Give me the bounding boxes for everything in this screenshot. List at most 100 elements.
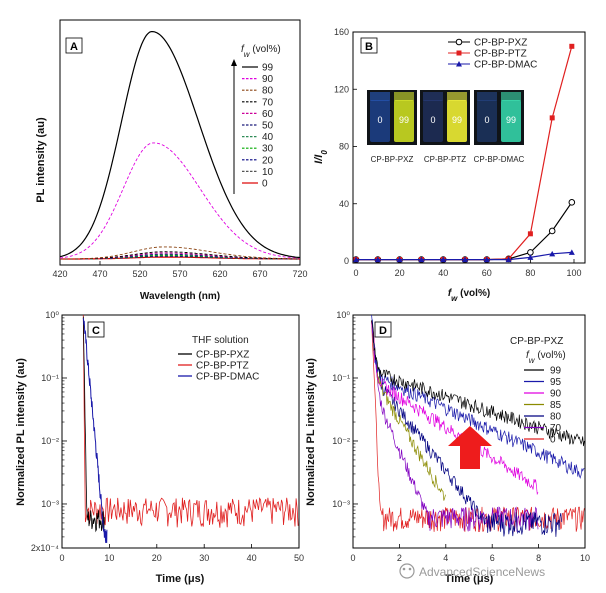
watermark: AdvancedScienceNews xyxy=(399,563,545,579)
panel-b-inset-label-left: 0 xyxy=(377,115,382,125)
panel-a-legend-item: 40 xyxy=(262,132,274,143)
panel-b-y-tick-label: 160 xyxy=(334,27,349,37)
panel-d-x-tick-label: 8 xyxy=(536,553,541,563)
panel-b-point-CP-BP-DMAC xyxy=(440,256,447,263)
panel-a-legend-item: 60 xyxy=(262,109,274,120)
panel-a-legend-item: 30 xyxy=(262,144,274,155)
y-tick-label: 10⁻¹ xyxy=(332,373,350,383)
y-tick-label: 10⁻² xyxy=(41,436,59,446)
panel-b-line-CP-BP-PTZ xyxy=(356,46,573,261)
panel-b-point-CP-BP-PXZ xyxy=(568,199,576,206)
panel-c-legend-item: CP-BP-DMAC xyxy=(196,372,259,383)
panel-c-x-tick-label: 50 xyxy=(294,553,304,563)
panel-d-legend-subtitle: fw (vol%) xyxy=(526,350,566,365)
panel-a-x-ticks: 420 470 520 570 620 670 720 xyxy=(52,261,308,279)
panel-b-x-tick-label: 0 xyxy=(353,268,358,278)
panel-d-x-tick-label: 6 xyxy=(490,553,495,563)
panel-a-y-label: PL intensity (au) xyxy=(35,117,47,203)
panel-d-legend-item: 70 xyxy=(550,423,562,434)
panel-d-trace-90 xyxy=(371,321,539,496)
y-tick-label: 10⁻³ xyxy=(41,499,59,509)
panel-b-y-tick-label: 40 xyxy=(339,199,349,209)
y-tick-label: 10⁰ xyxy=(336,310,350,320)
panel-a-series-90 xyxy=(59,142,301,259)
panel-a-legend-item: 20 xyxy=(262,155,274,166)
panel-d-x-tick-label: 10 xyxy=(580,553,590,563)
panel-a-x-tick-label: 520 xyxy=(132,269,147,279)
panel-b-line-CP-BP-PXZ xyxy=(356,201,573,261)
panel-b-point-CP-BP-DMAC xyxy=(353,256,359,263)
panel-b-x-label: fw (vol%) xyxy=(448,288,490,303)
panel-d-legend-title: CP-BP-PXZ xyxy=(510,336,563,347)
panel-a: A PL intensity (au) Wavelength (nm) 420 4… xyxy=(35,19,308,302)
panel-b-x-tick-label: 100 xyxy=(566,268,581,278)
y-tick-label: 2x10⁻⁴ xyxy=(31,543,59,553)
panel-b-plot-frame xyxy=(352,31,586,264)
panel-d-x-tick-label: 4 xyxy=(443,553,448,563)
panel-d-letter: D xyxy=(379,325,387,337)
panel-b-inset-caption: CP-BP-PTZ xyxy=(424,155,466,164)
panel-b-point-CP-BP-DMAC xyxy=(462,256,468,263)
panel-b-point-CP-BP-DMAC xyxy=(568,249,575,255)
panel-c-x-label: Time (μs) xyxy=(156,573,205,585)
panel-c-x-tick-label: 30 xyxy=(199,553,209,563)
panel-c-x-tick-label: 0 xyxy=(59,553,64,563)
panel-c-trace-CP-BP-PXZ xyxy=(82,316,105,533)
panel-b-inset-caption: CP-BP-PXZ xyxy=(371,155,414,164)
panel-b-point-CP-BP-PTZ xyxy=(527,231,533,237)
panel-b-x-tick-label: 40 xyxy=(438,268,448,278)
panel-d-trace-99 xyxy=(371,320,585,447)
panel-c-legend-item: CP-BP-PXZ xyxy=(196,350,249,361)
panel-d-legend-item: 90 xyxy=(550,389,562,400)
panel-d-legend-item: 80 xyxy=(550,412,562,423)
panel-b-point-CP-BP-PTZ xyxy=(549,115,555,121)
panel-b-y-label: I/I0 xyxy=(313,150,329,164)
panel-a-legend-item: 70 xyxy=(262,97,274,108)
panel-b-point-CP-BP-PTZ xyxy=(569,43,575,49)
panel-c-x-tick-label: 10 xyxy=(104,553,114,563)
panel-d-legend-item: 95 xyxy=(550,377,562,388)
panel-a-series-99 xyxy=(59,31,301,259)
panel-b-x-tick-label: 80 xyxy=(525,268,535,278)
panel-c-legend-item: CP-BP-PTZ xyxy=(196,361,249,372)
panel-a-series-80 xyxy=(60,246,300,260)
watermark-text: AdvancedScienceNews xyxy=(419,565,545,579)
panel-a-x-tick-label: 570 xyxy=(172,269,187,279)
panel-d-legend-item: 0 xyxy=(550,435,556,446)
panel-a-curves xyxy=(59,31,301,260)
panel-a-legend-item: 90 xyxy=(262,74,274,85)
panel-a-x-tick-label: 420 xyxy=(52,269,67,279)
panel-b-legend-item: CP-BP-PXZ xyxy=(474,38,527,49)
panel-a-legend-item: 0 xyxy=(262,179,268,190)
up-arrow-icon xyxy=(448,426,492,469)
panel-d-x-tick-label: 2 xyxy=(397,553,402,563)
panel-b-x-tick-label: 60 xyxy=(482,268,492,278)
panel-b-x-tick-label: 20 xyxy=(395,268,405,278)
panel-b-series xyxy=(352,43,576,263)
panel-a-x-tick-label: 720 xyxy=(292,269,307,279)
panel-b-point-CP-BP-DMAC xyxy=(483,256,490,263)
panel-c-plot-frame xyxy=(61,314,300,549)
panel-b-inset-label-right: 99 xyxy=(506,115,516,125)
panel-d-traces xyxy=(371,314,585,537)
panel-b-point-CP-BP-DMAC xyxy=(527,254,534,260)
panel-c-y-label: Normalized PL intensity (au) xyxy=(15,358,27,506)
panel-b-inset-label-right: 99 xyxy=(452,115,462,125)
panel-a-letter: A xyxy=(70,41,78,53)
panel-b-inset-caption: CP-BP-DMAC xyxy=(474,155,525,164)
panel-b-point-CP-BP-PXZ xyxy=(527,249,534,256)
panel-d-trace-85 xyxy=(371,320,446,501)
panel-c-letter: C xyxy=(92,325,100,337)
panel-d: D Normalized PL intensity (au) Time (μs)… xyxy=(305,310,590,585)
panel-a-x-tick-label: 470 xyxy=(92,269,107,279)
panel-d-trace-80 xyxy=(371,319,562,537)
panel-b-point-CP-BP-DMAC xyxy=(505,256,512,263)
panel-b-inset-label-left: 0 xyxy=(430,115,435,125)
panel-b-point-CP-BP-DMAC xyxy=(418,256,425,263)
panel-b-y-tick-label: 120 xyxy=(334,84,349,94)
y-tick-label: 10⁻² xyxy=(332,436,350,446)
